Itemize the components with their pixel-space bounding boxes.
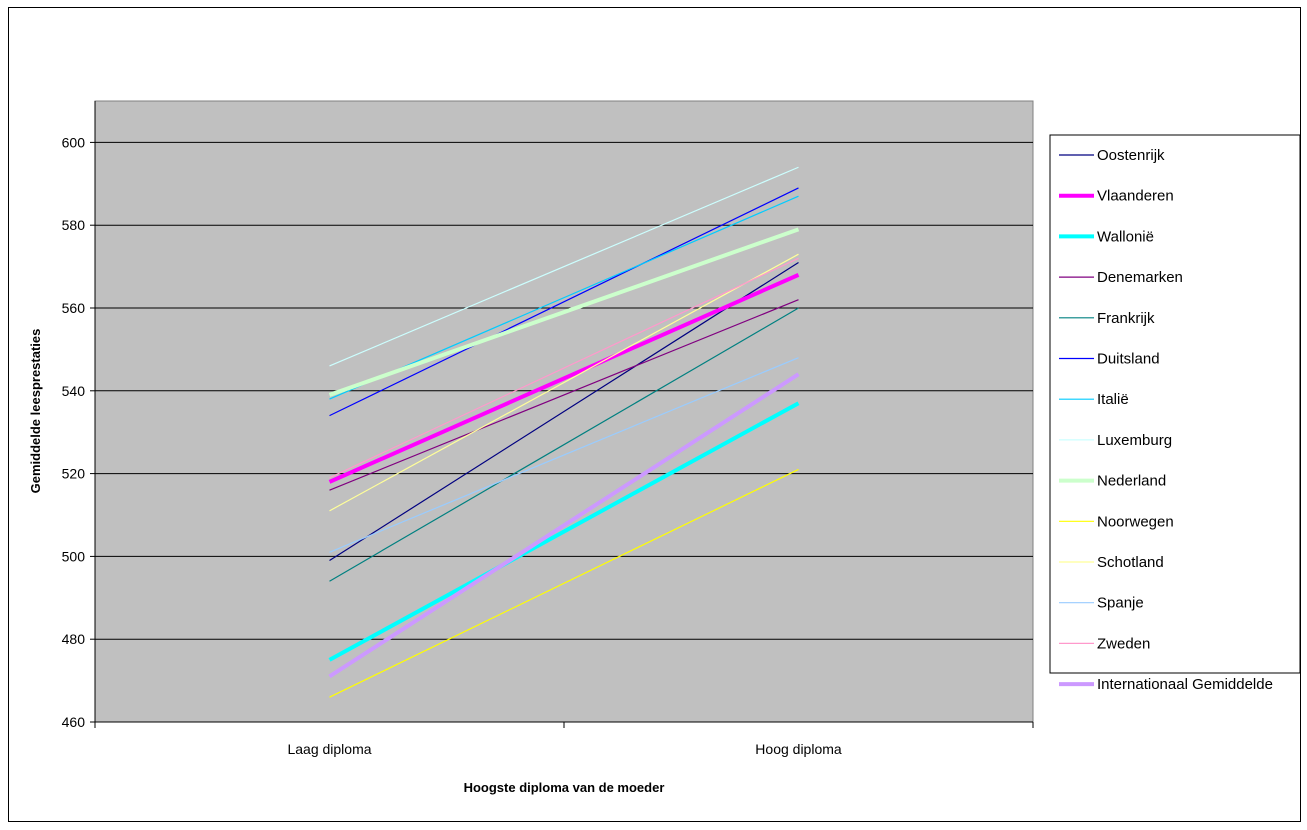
legend-label: Denemarken (1097, 269, 1183, 286)
legend-label: Schotland (1097, 554, 1164, 571)
legend-label: Internationaal Gemiddelde (1097, 676, 1273, 693)
series-line (329, 253, 799, 512)
series-lines (328, 166, 800, 698)
legend-label: Spanje (1097, 595, 1144, 612)
y-tick-label: 460 (62, 714, 86, 730)
legend-label: Zweden (1097, 635, 1150, 652)
legend-label: Duitsland (1097, 351, 1160, 368)
series-line (329, 357, 799, 553)
series-line (328, 372, 800, 679)
series-line (328, 227, 800, 397)
y-tick-label: 520 (62, 466, 86, 482)
series-line (329, 299, 799, 491)
y-tick-label: 600 (62, 134, 86, 150)
x-tick-label: Hoog diploma (755, 741, 842, 757)
legend-label: Vlaanderen (1097, 188, 1174, 205)
series-line (329, 257, 799, 479)
axes: 460 480 500 520 540 560 580 600 Laag diploma Hoog… (62, 101, 1034, 757)
legend-label: Luxemburg (1097, 432, 1172, 449)
legend-label: Frankrijk (1097, 310, 1155, 327)
x-axis-title: Hoogste diploma van de moeder (464, 780, 665, 795)
series-line (329, 468, 799, 698)
y-tick-label: 500 (62, 548, 86, 564)
legend-box (1049, 134, 1301, 674)
series-line (329, 166, 799, 367)
series-line (328, 273, 800, 484)
y-tick-label: 560 (62, 300, 86, 316)
legend-label: Noorwegen (1097, 513, 1174, 530)
series-line (329, 307, 799, 582)
series-line (329, 261, 799, 562)
legend-label: Wallonië (1097, 228, 1154, 245)
legend-label: Oostenrijk (1097, 147, 1165, 164)
y-tick-label: 480 (62, 631, 86, 647)
legend-label: Italië (1097, 391, 1129, 408)
y-tick-label: 580 (62, 217, 86, 233)
gridlines (95, 141, 1033, 640)
y-tick-label: 540 (62, 383, 86, 399)
x-tick-label: Laag diploma (287, 741, 371, 757)
legend-label: Nederland (1097, 473, 1166, 490)
series-line (328, 401, 800, 662)
legend: Oostenrijk Vlaanderen Wallonië Denemarken Fr… (1049, 134, 1301, 693)
series-line (329, 187, 799, 417)
y-axis-title: Gemiddelde leesprestaties (28, 329, 43, 494)
